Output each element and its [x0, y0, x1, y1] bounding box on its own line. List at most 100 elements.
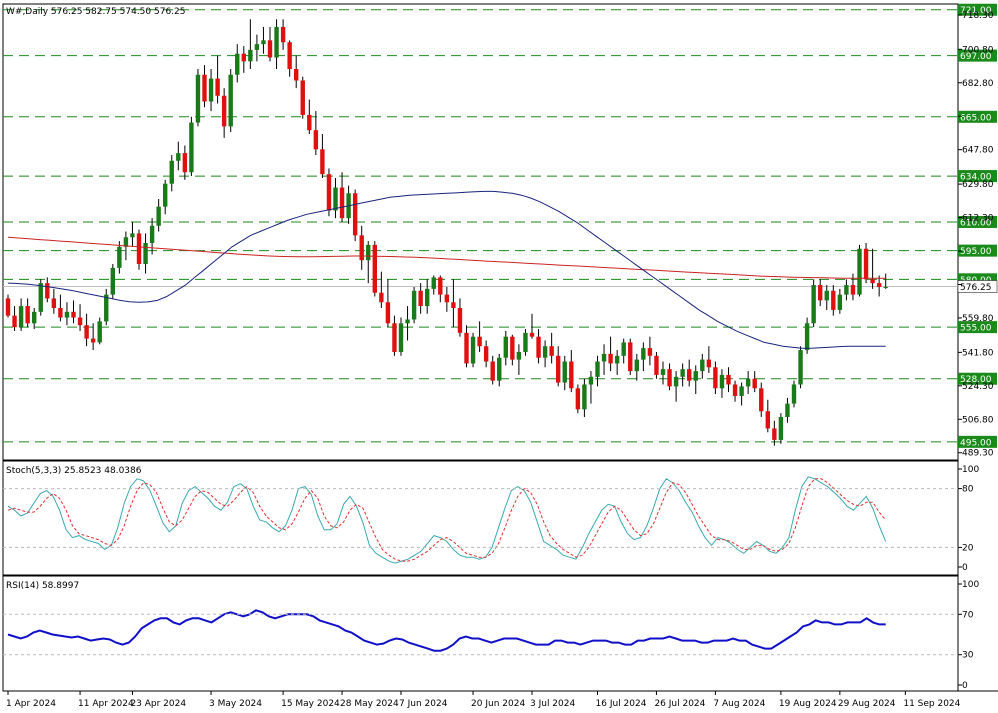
candle-body[interactable] — [248, 49, 253, 62]
candle[interactable] — [529, 313, 535, 339]
candle[interactable] — [169, 155, 174, 192]
candle[interactable] — [143, 233, 148, 274]
candle[interactable] — [759, 382, 764, 417]
candle[interactable] — [438, 275, 443, 303]
candle[interactable] — [215, 55, 220, 104]
candle[interactable] — [556, 346, 561, 387]
candle-body[interactable] — [176, 153, 181, 161]
candle-body[interactable] — [261, 40, 266, 45]
candle-body[interactable] — [811, 285, 816, 324]
candle-body[interactable] — [726, 374, 731, 385]
candle-body[interactable] — [621, 342, 626, 356]
candle[interactable] — [490, 355, 495, 385]
candle-body[interactable] — [189, 122, 194, 173]
candle[interactable] — [778, 413, 784, 444]
candle[interactable] — [523, 329, 528, 356]
candle-body[interactable] — [228, 74, 233, 127]
candle-body[interactable] — [608, 353, 613, 364]
candle[interactable] — [726, 367, 731, 393]
candle-body[interactable] — [38, 283, 43, 312]
candle-body[interactable] — [398, 323, 404, 352]
candle-body[interactable] — [595, 361, 600, 377]
candle-body[interactable] — [831, 290, 836, 310]
candle-body[interactable] — [431, 277, 436, 289]
candle-body[interactable] — [352, 193, 358, 236]
candle[interactable] — [562, 355, 567, 391]
candle[interactable] — [667, 363, 672, 391]
candle[interactable] — [163, 179, 168, 215]
candle-body[interactable] — [759, 388, 764, 412]
candle[interactable] — [280, 19, 286, 50]
candle[interactable] — [326, 168, 332, 217]
candle[interactable] — [497, 353, 502, 387]
candle-body[interactable] — [313, 130, 319, 150]
candle-body[interactable] — [379, 292, 384, 303]
candle-body[interactable] — [156, 206, 161, 226]
candle[interactable] — [228, 69, 233, 133]
candle[interactable] — [25, 298, 30, 328]
candle[interactable] — [379, 271, 384, 308]
candle[interactable] — [732, 380, 738, 402]
candle[interactable] — [883, 273, 888, 289]
candle-body[interactable] — [804, 323, 810, 351]
candle-body[interactable] — [687, 369, 692, 381]
candle-body[interactable] — [732, 384, 738, 396]
candle-body[interactable] — [411, 290, 417, 320]
candle-body[interactable] — [300, 80, 305, 115]
candle-body[interactable] — [582, 384, 587, 410]
candle[interactable] — [294, 55, 299, 89]
candle[interactable] — [267, 26, 273, 62]
candle-body[interactable] — [444, 294, 450, 303]
candle-body[interactable] — [64, 311, 70, 318]
candle-body[interactable] — [503, 336, 508, 358]
candle[interactable] — [352, 189, 358, 242]
candle[interactable] — [110, 264, 115, 299]
candle[interactable] — [431, 275, 436, 295]
candle[interactable] — [5, 294, 11, 318]
candle[interactable] — [608, 336, 613, 372]
candle-body[interactable] — [562, 361, 567, 383]
candle-body[interactable] — [320, 149, 325, 175]
candle-body[interactable] — [366, 244, 371, 261]
candle[interactable] — [12, 306, 17, 331]
candle-body[interactable] — [438, 277, 443, 295]
candle[interactable] — [189, 116, 194, 177]
candle-body[interactable] — [51, 298, 57, 308]
candle[interactable] — [693, 365, 698, 395]
candle-body[interactable] — [221, 95, 227, 127]
candle[interactable] — [457, 298, 463, 337]
candle[interactable] — [863, 242, 869, 284]
candle-body[interactable] — [876, 283, 882, 287]
candle[interactable] — [425, 279, 430, 314]
candle[interactable] — [156, 199, 161, 232]
candle[interactable] — [791, 380, 797, 408]
candle-body[interactable] — [818, 285, 823, 301]
candle-body[interactable] — [45, 283, 50, 299]
candle-body[interactable] — [765, 411, 770, 429]
candle[interactable] — [202, 65, 207, 108]
candle[interactable] — [411, 286, 417, 324]
candle[interactable] — [320, 134, 325, 178]
candle-body[interactable] — [97, 321, 102, 343]
candle[interactable] — [772, 420, 777, 446]
candle[interactable] — [569, 350, 574, 393]
candle-body[interactable] — [117, 246, 122, 268]
candle-body[interactable] — [339, 187, 345, 219]
candle[interactable] — [392, 315, 397, 356]
candle-body[interactable] — [641, 348, 646, 360]
candle[interactable] — [470, 332, 476, 368]
candle-body[interactable] — [693, 371, 698, 381]
candle[interactable] — [130, 221, 135, 247]
candle-body[interactable] — [634, 359, 639, 372]
candle[interactable] — [97, 317, 102, 345]
candle-body[interactable] — [883, 286, 888, 288]
candle-body[interactable] — [425, 288, 430, 307]
candle-body[interactable] — [418, 290, 423, 307]
candle-body[interactable] — [241, 53, 246, 62]
candle[interactable] — [647, 336, 653, 366]
candle[interactable] — [398, 317, 404, 356]
candle-body[interactable] — [654, 355, 659, 375]
candle[interactable] — [876, 275, 882, 297]
candle-body[interactable] — [490, 361, 495, 381]
candle-body[interactable] — [824, 290, 829, 301]
